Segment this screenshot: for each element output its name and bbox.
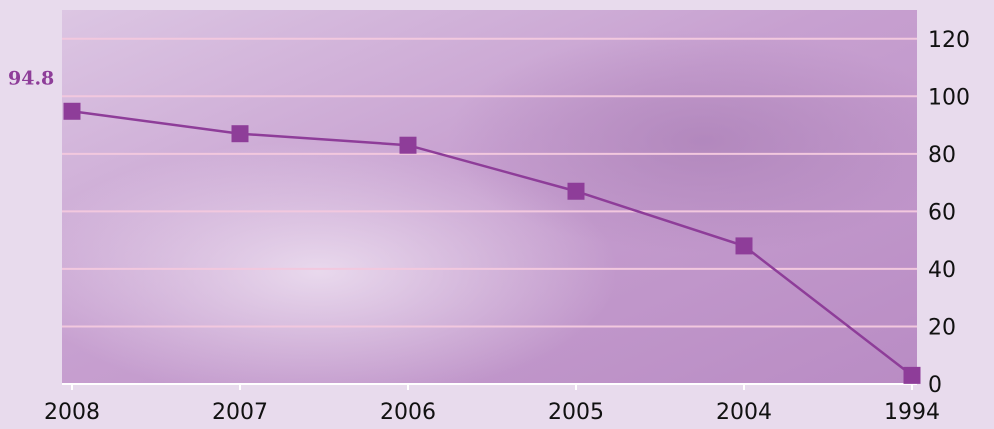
y-tick-labels: 0 20 40 60 80 100 120 [928, 28, 970, 398]
axes [62, 383, 917, 390]
y-tick-label-40: 40 [928, 258, 956, 283]
x-tick-labels: 2008 2007 2006 2005 2004 1994 [44, 400, 940, 425]
data-point-2007 [231, 125, 249, 143]
data-point-2005 [567, 182, 585, 200]
x-tick-label-2004: 2004 [716, 400, 772, 425]
y-tick-label-120: 120 [928, 28, 970, 53]
x-tick-label-2008: 2008 [44, 400, 100, 425]
series-line-group [63, 102, 921, 384]
data-point-2004 [735, 237, 753, 255]
y-tick-label-100: 100 [928, 85, 970, 110]
x-tick-label-2005: 2005 [548, 400, 604, 425]
data-point-1994 [903, 366, 921, 384]
series-line [71, 110, 913, 377]
x-tick-label-1994: 1994 [884, 400, 940, 425]
x-tick-label-2006: 2006 [380, 400, 436, 425]
y-tick-label-80: 80 [928, 143, 956, 168]
data-point-2008 [63, 102, 81, 120]
x-tick-label-2007: 2007 [212, 400, 268, 425]
data-labels: 94.8 [8, 67, 54, 89]
y-tick-label-60: 60 [928, 200, 956, 225]
gridlines [62, 37, 917, 328]
plot-photo-texture-dark [62, 10, 917, 384]
y-tick-label-0: 0 [928, 373, 942, 398]
y-tick-label-20: 20 [928, 315, 956, 340]
data-point-2006 [399, 136, 417, 154]
data-label-2008: 94.8 [8, 67, 54, 89]
